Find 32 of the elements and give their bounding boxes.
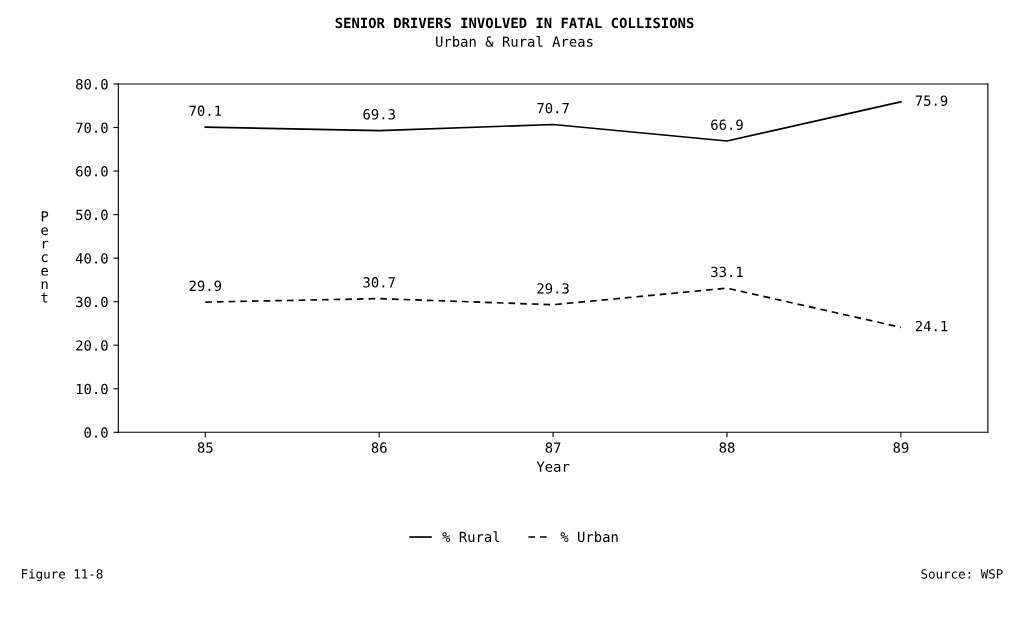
y-axis-title: Percent [41, 211, 49, 303]
chart-title: SENIOR DRIVERS INVOLVED IN FATAL COLLISIONS [335, 17, 694, 29]
x-tick-label: 86 [371, 442, 387, 453]
data-label: 69.3 [363, 109, 395, 120]
chart-subtitle: Urban & Rural Areas [436, 36, 593, 47]
y-tick-label: 0.0 [84, 427, 108, 438]
data-label: 29.9 [189, 280, 222, 292]
legend-label: % Urban [560, 531, 618, 543]
data-label: 66.9 [711, 119, 743, 130]
y-tick-label: 20.0 [76, 340, 108, 351]
source-note: Source: WSP [921, 569, 1003, 579]
x-tick-label: 87 [545, 442, 561, 453]
data-label: 30.7 [363, 277, 395, 288]
y-tick-label: 80.0 [76, 78, 108, 90]
y-tick-label: 30.0 [76, 296, 108, 308]
data-label: 75.9 [915, 95, 948, 106]
data-label: 70.1 [189, 105, 222, 117]
x-tick-label: 85 [197, 442, 213, 453]
x-tick-label: 88 [719, 442, 735, 453]
x-axis-title: Year [536, 461, 570, 472]
data-label: 29.3 [537, 283, 569, 294]
y-tick-label: 10.0 [76, 383, 108, 395]
data-label: 33.1 [711, 266, 743, 278]
legend-label: % Rural [442, 531, 500, 543]
y-tick-label: 50.0 [76, 209, 108, 221]
y-tick-label: 70.0 [76, 122, 108, 134]
data-label: 24.1 [915, 320, 948, 332]
data-label: 70.7 [537, 102, 569, 114]
y-tick-label: 60.0 [76, 166, 108, 177]
y-tick-label: 40.0 [75, 253, 108, 264]
caption: Figure 11-8 [22, 568, 103, 582]
x-tick-label: 89 [893, 442, 909, 453]
